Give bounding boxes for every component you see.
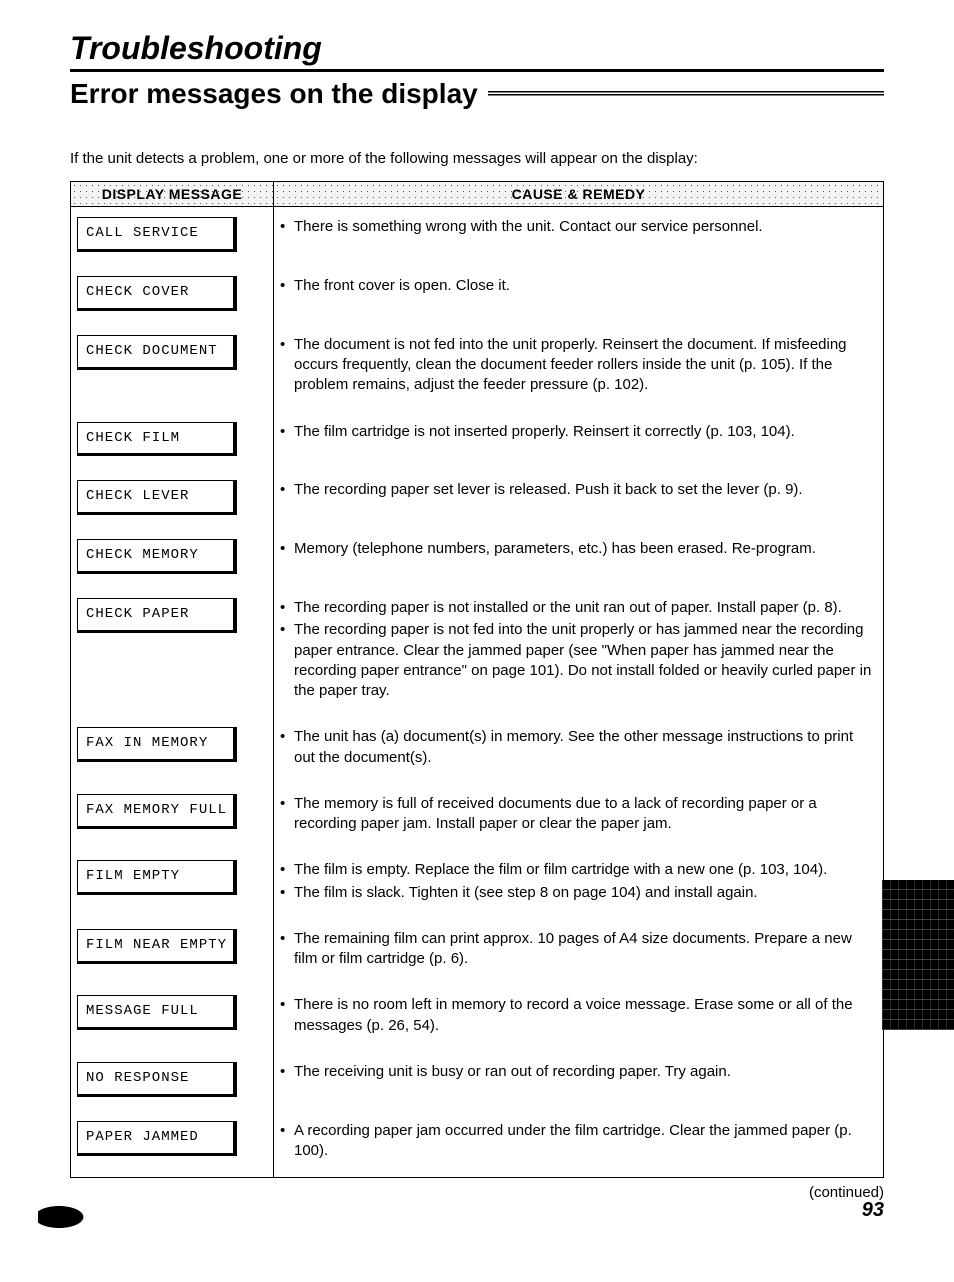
remedy-item: The receiving unit is busy or ran out of… xyxy=(280,1062,875,1082)
remedy-list: The unit has (a) document(s) in memory. … xyxy=(280,727,875,768)
remedy-item: The recording paper set lever is release… xyxy=(280,480,875,500)
remedy-list: The document is not fed into the unit pr… xyxy=(280,335,875,396)
display-message-box: CHECK LEVER xyxy=(77,480,237,515)
remedy-item: The front cover is open. Close it. xyxy=(280,276,875,296)
remedy-item: A recording paper jam occurred under the… xyxy=(280,1121,875,1162)
message-cell: CHECK FILM xyxy=(71,412,274,471)
message-cell: MESSAGE FULL xyxy=(71,985,274,1052)
remedy-item: The recording paper is not installed or … xyxy=(280,598,875,618)
display-message-box: FILM NEAR EMPTY xyxy=(77,929,237,964)
remedy-cell: There is no room left in memory to recor… xyxy=(274,985,884,1052)
remedy-list: The memory is full of received documents… xyxy=(280,794,875,835)
section-title: Troubleshooting xyxy=(70,30,884,72)
message-cell: FAX IN MEMORY xyxy=(71,717,274,784)
remedy-list: The front cover is open. Close it. xyxy=(280,276,875,296)
remedy-item: Memory (telephone numbers, parameters, e… xyxy=(280,539,875,559)
intro-text: If the unit detects a problem, one or mo… xyxy=(70,150,884,167)
message-cell: FILM EMPTY xyxy=(71,850,274,919)
display-message-box: FAX IN MEMORY xyxy=(77,727,237,762)
remedy-list: There is no room left in memory to recor… xyxy=(280,995,875,1036)
table-row: CHECK PAPER The recording paper is not in… xyxy=(71,588,884,717)
remedy-cell: A recording paper jam occurred under the… xyxy=(274,1111,884,1178)
remedy-item: The film is empty. Replace the film or f… xyxy=(280,860,875,880)
col-header-remedy: CAUSE & REMEDY xyxy=(274,182,884,207)
display-message-box: CHECK MEMORY xyxy=(77,539,237,574)
page-title-row: Error messages on the display xyxy=(70,78,884,110)
table-row: CHECK MEMORY Memory (telephone numbers, p… xyxy=(71,529,884,588)
message-cell: CHECK MEMORY xyxy=(71,529,274,588)
table-row: CALL SERVICE There is something wrong wit… xyxy=(71,207,884,266)
remedy-list: A recording paper jam occurred under the… xyxy=(280,1121,875,1162)
table-row: CHECK FILM The film cartridge is not inse… xyxy=(71,412,884,471)
remedy-list: Memory (telephone numbers, parameters, e… xyxy=(280,539,875,559)
message-cell: CHECK DOCUMENT xyxy=(71,325,274,412)
continued-label: (continued) xyxy=(70,1184,884,1201)
table-row: PAPER JAMMED A recording paper jam occurr… xyxy=(71,1111,884,1178)
display-message-box: CHECK DOCUMENT xyxy=(77,335,237,370)
remedy-item: There is no room left in memory to recor… xyxy=(280,995,875,1036)
title-rule xyxy=(488,91,884,97)
remedy-list: The film is empty. Replace the film or f… xyxy=(280,860,875,903)
message-cell: CHECK COVER xyxy=(71,266,274,325)
col-header-message: DISPLAY MESSAGE xyxy=(71,182,274,207)
table-row: CHECK LEVER The recording paper set lever… xyxy=(71,470,884,529)
error-table: DISPLAY MESSAGE CAUSE & REMEDY CALL SERV… xyxy=(70,181,884,1178)
remedy-item: The film is slack. Tighten it (see step … xyxy=(280,883,875,903)
remedy-cell: Memory (telephone numbers, parameters, e… xyxy=(274,529,884,588)
remedy-list: The recording paper is not installed or … xyxy=(280,598,875,701)
remedy-item: There is something wrong with the unit. … xyxy=(280,217,875,237)
scan-artifact xyxy=(38,1202,108,1232)
display-message-box: CHECK COVER xyxy=(77,276,237,311)
display-message-box: CHECK PAPER xyxy=(77,598,237,633)
table-row: MESSAGE FULL There is no room left in mem… xyxy=(71,985,884,1052)
table-row: CHECK COVER The front cover is open. Clos… xyxy=(71,266,884,325)
display-message-box: FILM EMPTY xyxy=(77,860,237,895)
message-cell: NO RESPONSE xyxy=(71,1052,274,1111)
display-message-box: MESSAGE FULL xyxy=(77,995,237,1030)
remedy-cell: The memory is full of received documents… xyxy=(274,784,884,851)
page-title: Error messages on the display xyxy=(70,78,484,110)
remedy-list: The receiving unit is busy or ran out of… xyxy=(280,1062,875,1082)
remedy-cell: The recording paper set lever is release… xyxy=(274,470,884,529)
remedy-cell: The film cartridge is not inserted prope… xyxy=(274,412,884,471)
thumb-tab xyxy=(882,880,954,1030)
display-message-box: PAPER JAMMED xyxy=(77,1121,237,1156)
table-row: CHECK DOCUMENT The document is not fed in… xyxy=(71,325,884,412)
message-cell: CHECK PAPER xyxy=(71,588,274,717)
table-row: FAX IN MEMORY The unit has (a) document(s… xyxy=(71,717,884,784)
remedy-item: The memory is full of received documents… xyxy=(280,794,875,835)
remedy-list: The remaining film can print approx. 10 … xyxy=(280,929,875,970)
message-cell: CALL SERVICE xyxy=(71,207,274,266)
remedy-cell: The recording paper is not installed or … xyxy=(274,588,884,717)
remedy-list: The recording paper set lever is release… xyxy=(280,480,875,500)
page-number: 93 xyxy=(862,1199,884,1222)
display-message-box: CHECK FILM xyxy=(77,422,237,457)
table-row: NO RESPONSE The receiving unit is busy or… xyxy=(71,1052,884,1111)
remedy-cell: The document is not fed into the unit pr… xyxy=(274,325,884,412)
display-message-box: NO RESPONSE xyxy=(77,1062,237,1097)
remedy-list: There is something wrong with the unit. … xyxy=(280,217,875,237)
remedy-item: The unit has (a) document(s) in memory. … xyxy=(280,727,875,768)
remedy-cell: There is something wrong with the unit. … xyxy=(274,207,884,266)
remedy-cell: The front cover is open. Close it. xyxy=(274,266,884,325)
message-cell: PAPER JAMMED xyxy=(71,1111,274,1178)
remedy-cell: The receiving unit is busy or ran out of… xyxy=(274,1052,884,1111)
remedy-cell: The film is empty. Replace the film or f… xyxy=(274,850,884,919)
display-message-box: CALL SERVICE xyxy=(77,217,237,252)
remedy-item: The document is not fed into the unit pr… xyxy=(280,335,875,396)
remedy-item: The recording paper is not fed into the … xyxy=(280,620,875,701)
table-row: FILM NEAR EMPTY The remaining film can pr… xyxy=(71,919,884,986)
remedy-item: The remaining film can print approx. 10 … xyxy=(280,929,875,970)
remedy-list: The film cartridge is not inserted prope… xyxy=(280,422,875,442)
display-message-box: FAX MEMORY FULL xyxy=(77,794,237,829)
table-row: FAX MEMORY FULL The memory is full of rec… xyxy=(71,784,884,851)
message-cell: FILM NEAR EMPTY xyxy=(71,919,274,986)
message-cell: CHECK LEVER xyxy=(71,470,274,529)
message-cell: FAX MEMORY FULL xyxy=(71,784,274,851)
table-row: FILM EMPTY The film is empty. Replace the… xyxy=(71,850,884,919)
remedy-cell: The unit has (a) document(s) in memory. … xyxy=(274,717,884,784)
remedy-cell: The remaining film can print approx. 10 … xyxy=(274,919,884,986)
remedy-item: The film cartridge is not inserted prope… xyxy=(280,422,875,442)
